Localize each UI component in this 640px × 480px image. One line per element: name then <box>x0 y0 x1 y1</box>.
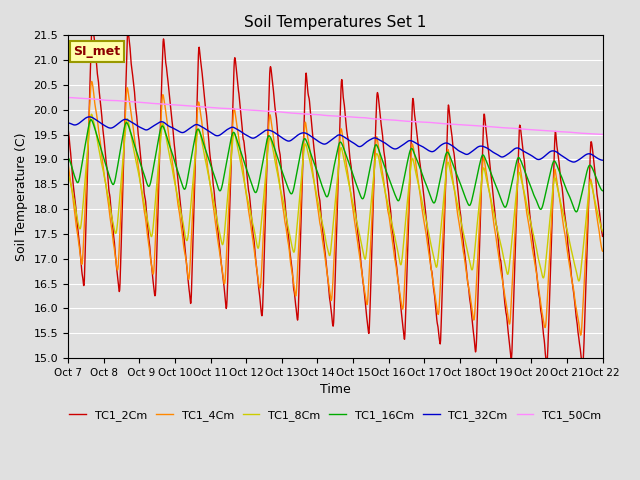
TC1_4Cm <box>64 161 72 167</box>
TC1_32Cm <box>598 157 606 163</box>
TC1_16Cm <box>87 117 95 122</box>
TC1_50Cm <box>488 124 496 130</box>
TC1_2Cm <box>488 183 496 189</box>
Y-axis label: Soil Temperature (C): Soil Temperature (C) <box>15 132 28 261</box>
TC1_2Cm <box>243 173 251 179</box>
TC1_8Cm <box>536 260 543 265</box>
TC1_2Cm <box>579 364 586 370</box>
TC1_16Cm <box>536 205 543 211</box>
TC1_32Cm <box>170 126 178 132</box>
TC1_4Cm <box>170 172 178 178</box>
TC1_32Cm <box>64 120 72 126</box>
TC1_16Cm <box>243 168 251 174</box>
TC1_8Cm <box>598 228 606 234</box>
TC1_2Cm <box>88 18 96 24</box>
TC1_4Cm <box>536 291 543 297</box>
Line: TC1_50Cm: TC1_50Cm <box>68 97 602 134</box>
Line: TC1_32Cm: TC1_32Cm <box>68 117 602 162</box>
TC1_32Cm <box>570 159 577 165</box>
TC1_2Cm <box>419 180 426 186</box>
TC1_2Cm <box>184 269 191 275</box>
Line: TC1_16Cm: TC1_16Cm <box>68 120 602 212</box>
TC1_4Cm <box>488 208 496 214</box>
Text: SI_met: SI_met <box>74 45 120 58</box>
TC1_8Cm <box>64 172 72 178</box>
TC1_2Cm <box>170 142 178 147</box>
X-axis label: Time: Time <box>320 383 351 396</box>
TC1_32Cm <box>243 132 251 138</box>
TC1_50Cm <box>418 119 426 125</box>
Line: TC1_2Cm: TC1_2Cm <box>68 21 602 367</box>
TC1_4Cm <box>419 209 426 215</box>
TC1_32Cm <box>86 114 93 120</box>
TC1_16Cm <box>419 172 426 178</box>
TC1_4Cm <box>243 197 251 203</box>
TC1_50Cm <box>183 103 191 108</box>
TC1_4Cm <box>184 267 191 273</box>
TC1_50Cm <box>170 102 178 108</box>
Title: Soil Temperatures Set 1: Soil Temperatures Set 1 <box>244 15 426 30</box>
TC1_8Cm <box>88 111 95 117</box>
TC1_4Cm <box>577 332 584 338</box>
TC1_8Cm <box>243 194 251 200</box>
TC1_2Cm <box>64 126 72 132</box>
TC1_16Cm <box>170 157 178 163</box>
TC1_4Cm <box>598 248 606 254</box>
TC1_4Cm <box>88 79 95 84</box>
TC1_50Cm <box>598 132 606 137</box>
TC1_32Cm <box>536 156 543 162</box>
TC1_16Cm <box>598 188 606 193</box>
TC1_2Cm <box>536 294 543 300</box>
TC1_32Cm <box>488 149 496 155</box>
TC1_8Cm <box>575 278 582 284</box>
TC1_8Cm <box>184 237 191 243</box>
TC1_16Cm <box>64 155 72 161</box>
TC1_50Cm <box>535 127 543 133</box>
Line: TC1_8Cm: TC1_8Cm <box>68 114 602 281</box>
TC1_8Cm <box>488 203 496 208</box>
TC1_32Cm <box>184 127 191 133</box>
TC1_2Cm <box>598 233 606 239</box>
TC1_8Cm <box>419 201 426 206</box>
TC1_16Cm <box>488 174 496 180</box>
TC1_32Cm <box>419 144 426 149</box>
Legend: TC1_2Cm, TC1_4Cm, TC1_8Cm, TC1_16Cm, TC1_32Cm, TC1_50Cm: TC1_2Cm, TC1_4Cm, TC1_8Cm, TC1_16Cm, TC1… <box>65 406 605 425</box>
TC1_16Cm <box>572 209 580 215</box>
Line: TC1_4Cm: TC1_4Cm <box>68 82 602 335</box>
TC1_50Cm <box>243 107 250 113</box>
TC1_50Cm <box>64 95 72 100</box>
TC1_16Cm <box>184 178 191 183</box>
TC1_8Cm <box>170 177 178 183</box>
